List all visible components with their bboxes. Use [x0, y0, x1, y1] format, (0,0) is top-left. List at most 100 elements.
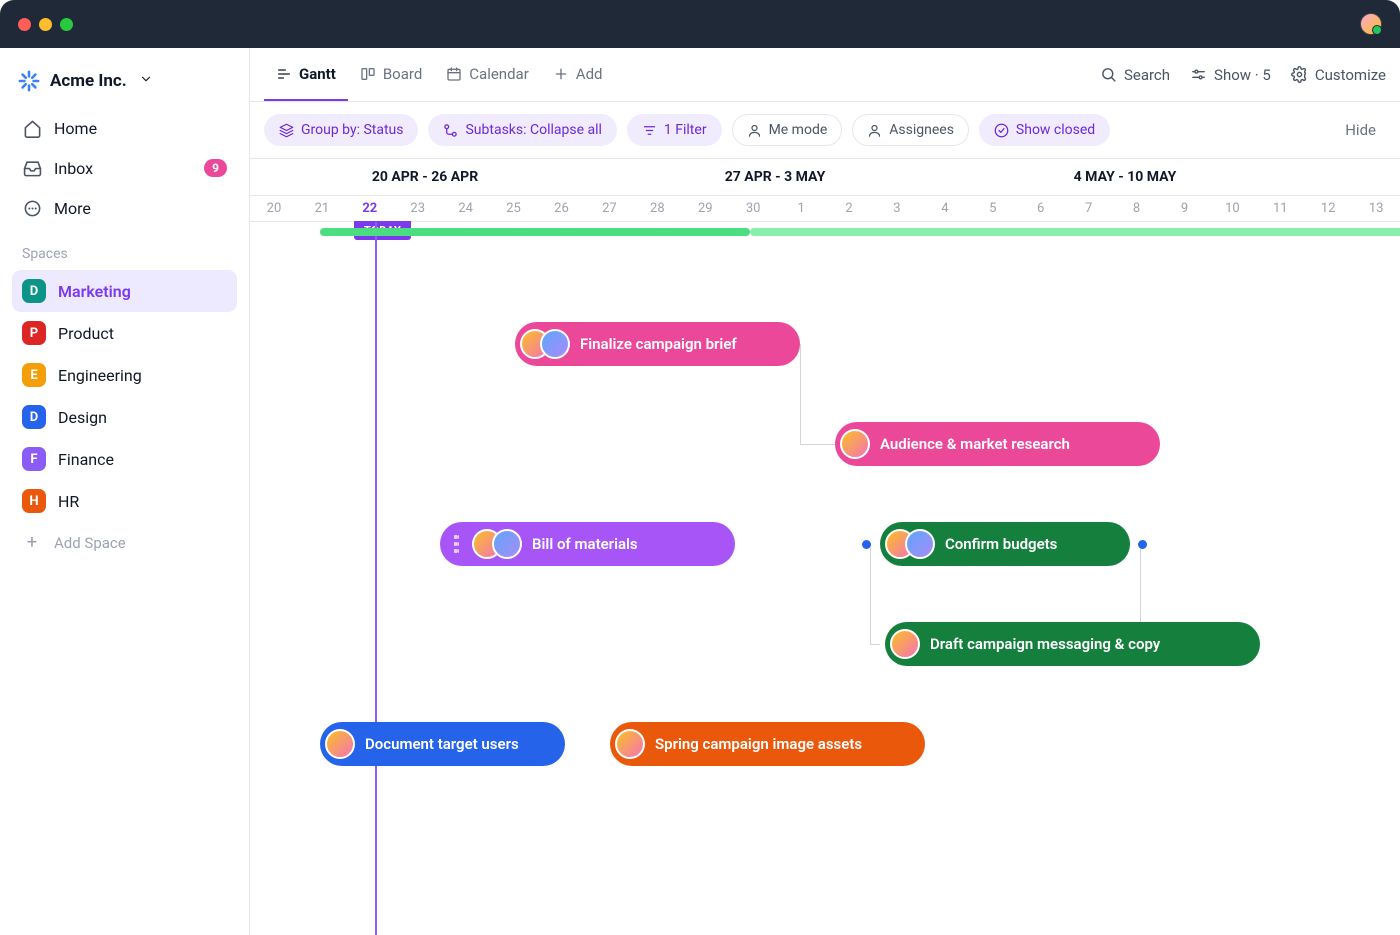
- task-label: Document target users: [365, 735, 519, 753]
- day-header[interactable]: 7: [1065, 196, 1113, 221]
- week-header: 27 APR - 3 MAY: [600, 159, 950, 195]
- user-avatar[interactable]: [1360, 13, 1382, 35]
- task-bar[interactable]: Spring campaign image assets: [610, 722, 925, 766]
- gantt-body[interactable]: Finalize campaign brief Audience & market…: [250, 222, 1400, 935]
- maximize-window[interactable]: [60, 18, 73, 31]
- assignee-avatars: [520, 329, 570, 359]
- view-tab-calendar[interactable]: Calendar: [434, 49, 541, 101]
- subtasks-pill[interactable]: Subtasks: Collapse all: [428, 114, 616, 146]
- nav-inbox[interactable]: Inbox9: [12, 148, 237, 188]
- space-icon: F: [22, 447, 46, 471]
- show-button[interactable]: Show · 5: [1190, 66, 1271, 84]
- space-icon: D: [22, 405, 46, 429]
- dependency-line: [870, 644, 880, 645]
- day-header[interactable]: 28: [633, 196, 681, 221]
- badge: 9: [204, 159, 227, 177]
- layers-icon: [279, 123, 294, 138]
- filter-pill[interactable]: 1 Filter: [627, 114, 722, 146]
- space-design[interactable]: DDesign: [12, 396, 237, 438]
- show-closed-pill[interactable]: Show closed: [979, 114, 1110, 146]
- day-header[interactable]: 29: [681, 196, 729, 221]
- space-hr[interactable]: HHR: [12, 480, 237, 522]
- task-bar[interactable]: Audience & market research: [835, 422, 1160, 466]
- day-header[interactable]: 26: [538, 196, 586, 221]
- filter-icon: [642, 123, 657, 138]
- view-tab-add[interactable]: Add: [541, 49, 615, 101]
- drag-handle-icon[interactable]: [454, 535, 458, 553]
- day-header[interactable]: 9: [1161, 196, 1209, 221]
- week-header: 4 MAY - 10 MAY: [950, 159, 1300, 195]
- add-space-button[interactable]: + Add Space: [12, 522, 237, 563]
- day-header[interactable]: 6: [1017, 196, 1065, 221]
- view-tab-board[interactable]: Board: [348, 49, 434, 101]
- sliders-icon: [1190, 66, 1207, 83]
- filter-bar: Group by: Status Subtasks: Collapse all …: [250, 102, 1400, 159]
- task-label: Audience & market research: [880, 435, 1070, 453]
- space-finance[interactable]: FFinance: [12, 438, 237, 480]
- minimize-window[interactable]: [39, 18, 52, 31]
- space-product[interactable]: PProduct: [12, 312, 237, 354]
- main-content: GanttBoardCalendarAdd Search Show · 5 Cu…: [250, 48, 1400, 935]
- gantt-timeline-header: 20 APR - 26 APR27 APR - 3 MAY4 MAY - 10 …: [250, 159, 1400, 222]
- gear-icon: [1291, 66, 1308, 83]
- person-icon: [747, 123, 762, 138]
- inbox-icon: [22, 158, 42, 178]
- view-tab-gantt[interactable]: Gantt: [264, 49, 348, 101]
- day-header[interactable]: 13: [1352, 196, 1400, 221]
- day-header[interactable]: 24: [442, 196, 490, 221]
- dependency-line: [800, 344, 801, 444]
- day-header[interactable]: 1: [777, 196, 825, 221]
- day-header[interactable]: 3: [873, 196, 921, 221]
- milestone-dot[interactable]: [862, 540, 871, 549]
- day-header[interactable]: 23: [394, 196, 442, 221]
- subtask-icon: [443, 123, 458, 138]
- me-mode-pill[interactable]: Me mode: [732, 114, 843, 146]
- task-bar[interactable]: Draft campaign messaging & copy: [885, 622, 1260, 666]
- day-header[interactable]: 20: [250, 196, 298, 221]
- space-icon: H: [22, 489, 46, 513]
- avatar: [890, 629, 920, 659]
- calendar-icon: [446, 66, 462, 82]
- assignee-avatars: [325, 729, 355, 759]
- task-bar[interactable]: Document target users: [320, 722, 565, 766]
- day-header[interactable]: 30: [729, 196, 777, 221]
- space-icon: P: [22, 321, 46, 345]
- search-icon: [1100, 66, 1117, 83]
- nav-home[interactable]: Home: [12, 108, 237, 148]
- day-header[interactable]: 27: [585, 196, 633, 221]
- day-header[interactable]: 21: [298, 196, 346, 221]
- task-bar[interactable]: Finalize campaign brief: [515, 322, 800, 366]
- space-engineering[interactable]: EEngineering: [12, 354, 237, 396]
- today-line: [375, 222, 377, 935]
- day-header[interactable]: 22: [346, 196, 394, 221]
- dependency-line: [870, 544, 871, 644]
- day-header[interactable]: 12: [1304, 196, 1352, 221]
- day-header[interactable]: 5: [969, 196, 1017, 221]
- close-window[interactable]: [18, 18, 31, 31]
- app-logo-icon: [18, 70, 40, 92]
- groupby-pill[interactable]: Group by: Status: [264, 114, 418, 146]
- space-marketing[interactable]: DMarketing: [12, 270, 237, 312]
- milestone-dot[interactable]: [1138, 540, 1147, 549]
- assignees-pill[interactable]: Assignees: [852, 114, 969, 146]
- task-bar[interactable]: Bill of materials: [440, 522, 735, 566]
- assignee-avatars: [890, 629, 920, 659]
- workspace-switcher[interactable]: Acme Inc.: [12, 56, 237, 108]
- day-header[interactable]: 2: [825, 196, 873, 221]
- gantt-icon: [276, 66, 292, 82]
- day-header[interactable]: 4: [921, 196, 969, 221]
- customize-button[interactable]: Customize: [1291, 66, 1386, 84]
- day-header[interactable]: 10: [1208, 196, 1256, 221]
- task-bar[interactable]: Confirm budgets: [880, 522, 1130, 566]
- plus-icon: +: [22, 532, 42, 553]
- hide-button[interactable]: Hide: [1345, 121, 1376, 139]
- window-titlebar: [0, 0, 1400, 48]
- day-header[interactable]: 25: [490, 196, 538, 221]
- avatar: [905, 529, 935, 559]
- day-header[interactable]: 8: [1113, 196, 1161, 221]
- search-button[interactable]: Search: [1100, 66, 1170, 84]
- summary-bar: [320, 228, 750, 236]
- day-header[interactable]: 11: [1256, 196, 1304, 221]
- view-tabs-bar: GanttBoardCalendarAdd Search Show · 5 Cu…: [250, 48, 1400, 102]
- nav-more[interactable]: More: [12, 188, 237, 228]
